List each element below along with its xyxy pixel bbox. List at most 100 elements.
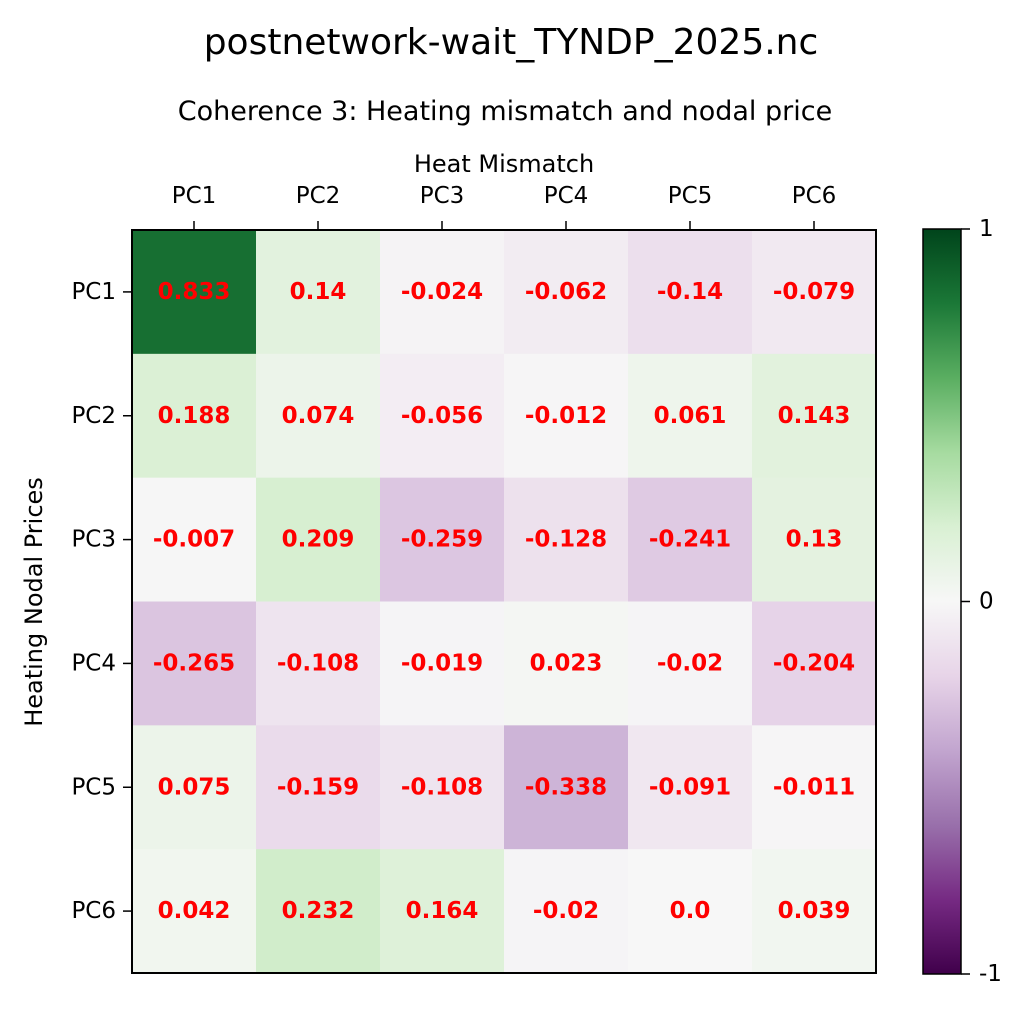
- heatmap-cell: [628, 601, 753, 726]
- y-tick-label: PC5: [71, 774, 116, 800]
- cell-value-label: -0.204: [773, 650, 855, 676]
- heatmap-cell: [380, 601, 505, 726]
- cell-value-label: -0.14: [657, 279, 723, 305]
- chart-subtitle: Coherence 3: Heating mismatch and nodal …: [178, 96, 832, 127]
- heatmap-cell: [380, 477, 505, 602]
- heatmap-cell: [256, 353, 381, 479]
- cell-value-label: -0.02: [657, 650, 723, 676]
- heatmap-cell: [752, 353, 877, 479]
- heatmap-cell: [380, 725, 505, 850]
- cell-value-label: -0.091: [649, 774, 731, 800]
- cell-value-label: 0.143: [778, 403, 851, 429]
- cell-value-label: -0.024: [401, 279, 483, 305]
- heatmap-cell: [504, 353, 629, 479]
- heatmap-cell: [628, 353, 753, 479]
- cell-value-label: -0.012: [525, 403, 607, 429]
- cell-value-label: -0.338: [525, 774, 607, 800]
- heatmap-cell: [504, 725, 629, 850]
- cell-value-label: -0.265: [153, 650, 235, 676]
- colorbar-tick-label: -1: [979, 961, 1002, 987]
- y-tick-label: PC4: [71, 650, 116, 676]
- y-ticks: PC1 PC2 PC3 PC4 PC5 PC6: [71, 279, 132, 924]
- cell-value-label: 0.0: [670, 898, 711, 924]
- cell-value-label: 0.023: [530, 650, 603, 676]
- cell-value-label: 0.188: [158, 403, 231, 429]
- x-tick-label: PC2: [296, 183, 341, 209]
- cell-value-label: 0.13: [786, 527, 843, 553]
- x-tick-label: PC6: [792, 183, 837, 209]
- heatmap-cell: [256, 725, 381, 850]
- heatmap-cell: [380, 849, 505, 974]
- cell-value-label: -0.128: [525, 527, 607, 553]
- y-tick-label: PC6: [71, 898, 116, 924]
- heatmap-cell: [380, 353, 505, 479]
- colorbar: [922, 228, 962, 975]
- colorbar-ticks: 1 0 -1: [961, 216, 1002, 987]
- cell-value-label: -0.062: [525, 279, 607, 305]
- heatmap-cell: [628, 725, 753, 850]
- heatmap-cell: [504, 601, 629, 726]
- x-ticks: PC1 PC2 PC3 PC4 PC5 PC6: [172, 183, 837, 230]
- cell-value-label: -0.007: [153, 527, 235, 553]
- y-axis-label: Heating Nodal Prices: [20, 477, 48, 727]
- chart-title: postnetwork-wait_TYNDP_2025.nc: [204, 22, 819, 63]
- heatmap-cell: [132, 477, 257, 602]
- cell-value-label: -0.079: [773, 279, 855, 305]
- cell-value-label: 0.039: [778, 898, 851, 924]
- y-tick-label: PC3: [71, 527, 116, 553]
- heatmap-cell: [628, 849, 753, 974]
- cell-value-label: -0.159: [277, 774, 359, 800]
- heatmap-cell: [504, 230, 629, 355]
- plot-frame: [131, 229, 877, 974]
- cell-value-label: 0.232: [282, 898, 355, 924]
- heatmap-cell: [504, 849, 629, 974]
- cell-value-label: 0.061: [654, 403, 727, 429]
- cell-value-label: -0.241: [649, 527, 731, 553]
- cell-value-label: -0.259: [401, 527, 483, 553]
- heatmap-cell: [752, 477, 877, 602]
- cell-value-label: -0.02: [533, 898, 599, 924]
- cell-value-label: -0.056: [401, 403, 483, 429]
- heatmap-cells: [132, 230, 877, 974]
- heatmap-cell: [132, 230, 257, 355]
- heatmap-cell: [752, 725, 877, 850]
- heatmap-cell: [504, 477, 629, 602]
- heatmap-cell: [752, 849, 877, 974]
- heatmap-cell: [132, 353, 257, 479]
- x-axis-label: Heat Mismatch: [414, 150, 594, 178]
- y-tick-label: PC2: [71, 403, 116, 429]
- colorbar-tick-label: 0: [979, 589, 994, 615]
- heatmap-cell: [256, 230, 381, 355]
- colorbar-tick-label: 1: [979, 216, 994, 242]
- cell-value-label: 0.042: [158, 898, 231, 924]
- cell-value-label: 0.164: [406, 898, 479, 924]
- cell-value-label: 0.074: [282, 403, 355, 429]
- cell-value-label: -0.108: [401, 774, 483, 800]
- heatmap-cell: [256, 601, 381, 726]
- cell-value-label: -0.011: [773, 774, 855, 800]
- heatmap-cell: [132, 601, 257, 726]
- cell-value-label: 0.209: [282, 527, 355, 553]
- heatmap-cell: [628, 477, 753, 602]
- x-tick-label: PC1: [172, 183, 217, 209]
- heatmap-cell: [628, 230, 753, 355]
- heatmap-cell: [132, 849, 257, 974]
- heatmap-cell: [380, 230, 505, 355]
- cell-value-label: 0.14: [290, 279, 347, 305]
- heatmap-cell: [752, 601, 877, 726]
- y-tick-label: PC1: [71, 279, 116, 305]
- heatmap-cell: [256, 849, 381, 974]
- x-tick-label: PC4: [544, 183, 589, 209]
- x-tick-label: PC5: [668, 183, 713, 209]
- heatmap-cell: [132, 725, 257, 850]
- cell-value-label: 0.833: [158, 279, 231, 305]
- heatmap-cell-labels: 0.833 0.14 -0.024 -0.062 -0.14 -0.079 0.188 0.0…: [153, 279, 855, 924]
- cell-value-label: -0.019: [401, 650, 483, 676]
- cell-value-label: -0.108: [277, 650, 359, 676]
- heatmap-cell: [752, 230, 877, 355]
- cell-value-label: 0.075: [158, 774, 231, 800]
- x-tick-label: PC3: [420, 183, 465, 209]
- heatmap-cell: [256, 477, 381, 602]
